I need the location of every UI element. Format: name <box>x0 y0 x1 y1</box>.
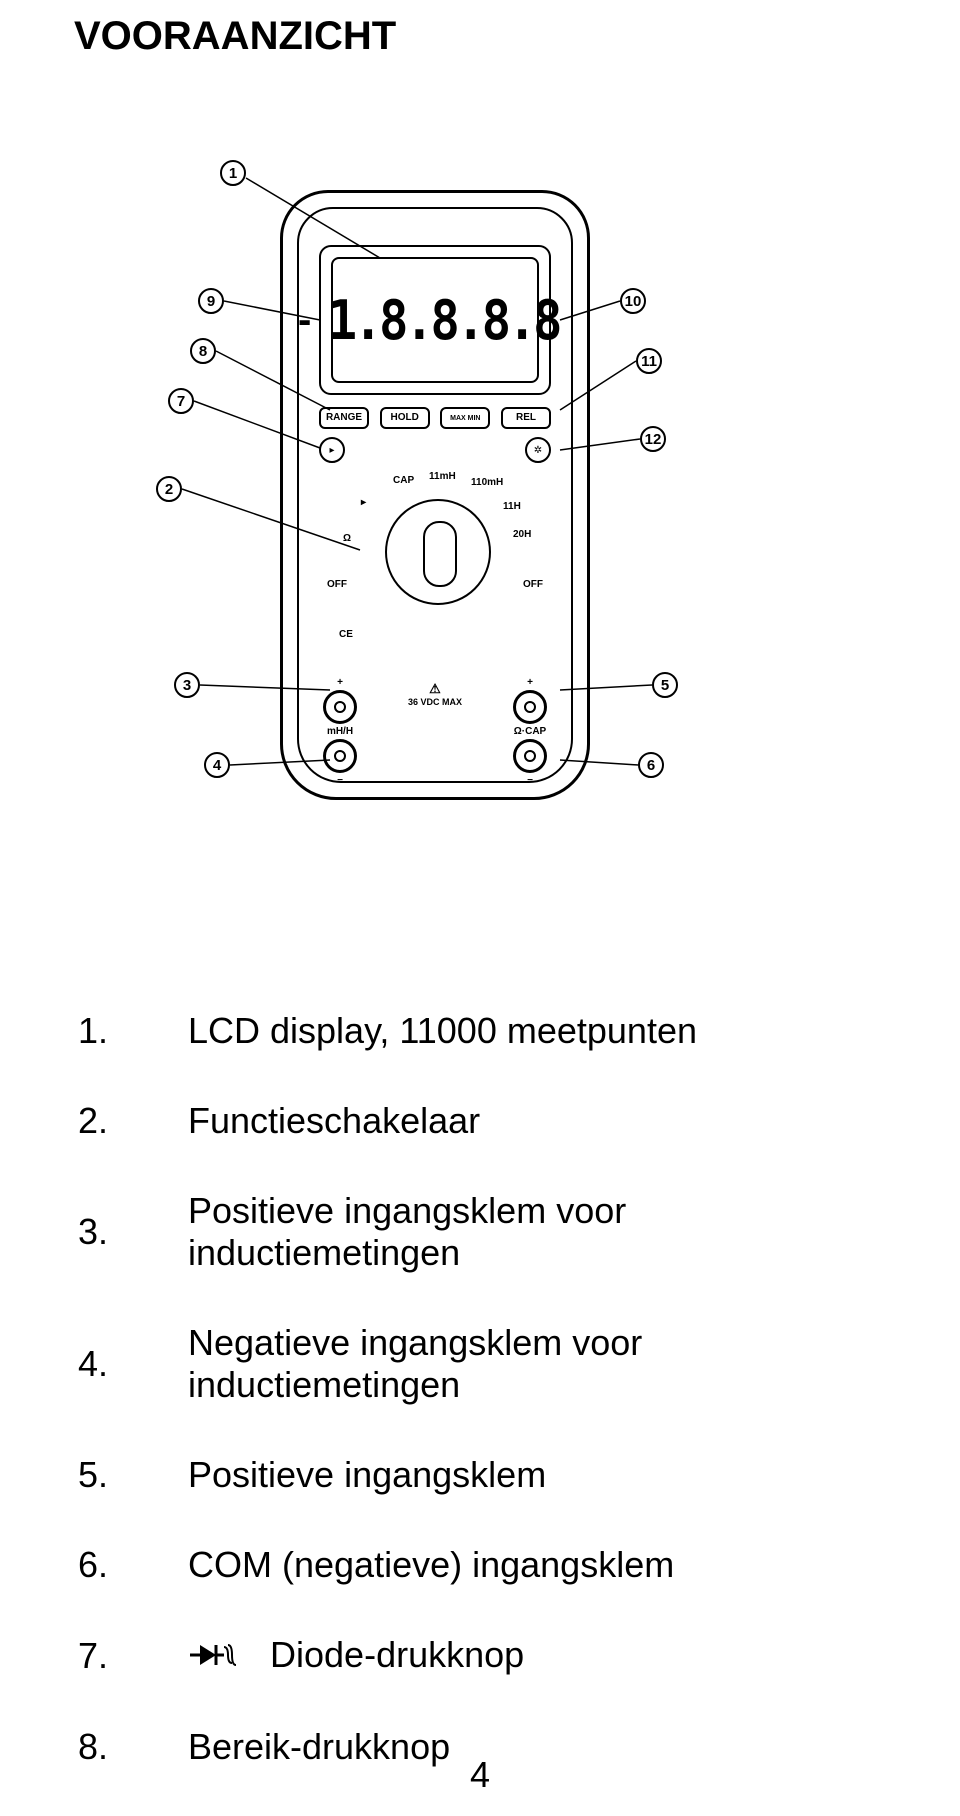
legend-text: COM (negatieve) ingangsklem <box>188 1544 882 1586</box>
diode-icon <box>188 1636 238 1678</box>
legend-num: 3. <box>78 1211 188 1253</box>
legend-item-5: 5. Positieve ingangsklem <box>78 1454 882 1496</box>
legend-text: Positieve ingangsklem <box>188 1454 882 1496</box>
legend-num: 2. <box>78 1100 188 1142</box>
legend-text: Negatieve ingangsklem voor inductiemetin… <box>188 1322 882 1406</box>
page-number: 4 <box>0 1754 960 1796</box>
legend-item-4: 4. Negatieve ingangsklem voor inductieme… <box>78 1322 882 1406</box>
legend-text: Positieve ingangsklem voor inductiemetin… <box>188 1190 882 1274</box>
legend-item-7: 7. Diode-drukknop <box>78 1634 882 1678</box>
legend-text: Diode-drukknop <box>188 1634 882 1678</box>
legend-item-6: 6. COM (negatieve) ingangsklem <box>78 1544 882 1586</box>
legend-text-inner: Diode-drukknop <box>270 1634 524 1675</box>
legend-item-1: 1. LCD display, 11000 meetpunten <box>78 1010 882 1052</box>
legend-num: 6. <box>78 1544 188 1586</box>
leader-lines <box>160 170 720 830</box>
legend-item-2: 2. Functieschakelaar <box>78 1100 882 1142</box>
page-heading: VOORAANZICHT <box>74 14 396 59</box>
legend-text: Functieschakelaar <box>188 1100 882 1142</box>
legend-list: 1. LCD display, 11000 meetpunten 2. Func… <box>78 1010 882 1816</box>
legend-num: 4. <box>78 1343 188 1385</box>
legend-num: 7. <box>78 1635 188 1677</box>
legend-num: 1. <box>78 1010 188 1052</box>
legend-num: 5. <box>78 1454 188 1496</box>
front-view-diagram: - 1.8.8.8.8 RANGE HOLD MAX MIN REL ▸ ✲ C… <box>160 170 720 830</box>
legend-text: LCD display, 11000 meetpunten <box>188 1010 882 1052</box>
legend-item-3: 3. Positieve ingangsklem voor inductieme… <box>78 1190 882 1274</box>
